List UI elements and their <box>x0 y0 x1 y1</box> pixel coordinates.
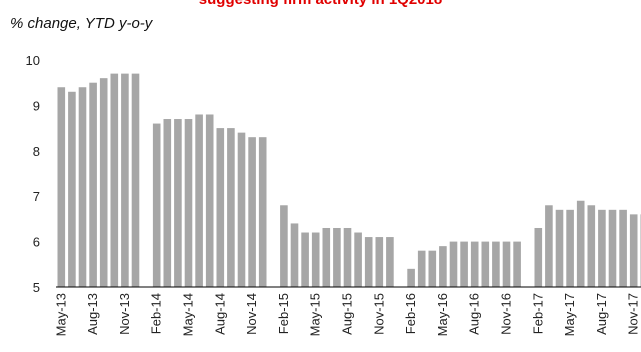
bar <box>184 119 193 288</box>
bar <box>280 205 288 287</box>
bar <box>545 205 553 287</box>
x-tick-label: Aug-14 <box>212 293 227 335</box>
bar <box>566 209 574 287</box>
chart-title: suggesting firm activity in 1Q2018 <box>0 0 641 8</box>
bar <box>131 73 140 288</box>
x-tick-label: Nov-15 <box>371 293 386 335</box>
bar <box>68 91 76 287</box>
bar <box>364 237 373 287</box>
bar <box>290 223 299 287</box>
bar <box>237 132 246 287</box>
y-tick-label: 5 <box>33 280 40 295</box>
bar <box>163 119 172 288</box>
x-tick-label: May-14 <box>181 293 196 336</box>
x-tick-label: May-13 <box>53 293 68 336</box>
bar <box>195 114 203 287</box>
x-tick-label: May-17 <box>562 293 577 336</box>
y-tick-label: 10 <box>26 53 40 68</box>
bar <box>460 241 468 287</box>
bar <box>78 87 87 288</box>
bar <box>375 237 384 287</box>
bar <box>311 232 320 287</box>
bar <box>428 250 437 287</box>
y-tick-label: 6 <box>33 235 40 250</box>
x-tick-label: Feb-17 <box>530 293 545 334</box>
bar <box>481 241 490 287</box>
bar <box>354 232 362 287</box>
bar <box>513 241 521 287</box>
x-tick-label: Nov-16 <box>499 293 514 335</box>
bar <box>407 268 415 287</box>
bar <box>205 114 214 287</box>
x-tick-label: May-16 <box>435 293 450 336</box>
bar <box>322 227 331 287</box>
bar <box>417 250 426 287</box>
y-tick-label: 8 <box>33 144 40 159</box>
x-tick-label: Aug-13 <box>85 293 100 335</box>
x-tick-label: Aug-15 <box>340 293 355 335</box>
bar <box>492 241 500 287</box>
bar <box>174 119 182 288</box>
bar <box>258 137 267 287</box>
bar <box>576 200 585 287</box>
x-tick-label: Feb-15 <box>276 293 291 334</box>
bar <box>449 241 458 287</box>
y-tick-label: 9 <box>33 98 40 113</box>
bar <box>57 87 66 288</box>
bar <box>502 241 511 287</box>
bar <box>227 128 235 287</box>
bar <box>248 137 256 287</box>
y-axis: 5 6 7 8 9 10 <box>26 53 40 295</box>
chart-subtitle: % change, YTD y-o-y <box>10 15 153 32</box>
bar <box>598 209 606 287</box>
x-tick-label: Feb-14 <box>149 293 164 334</box>
bar <box>121 73 129 288</box>
x-tick-label: Aug-16 <box>467 293 482 335</box>
bar <box>470 241 479 287</box>
x-tick-label: May-15 <box>308 293 323 336</box>
x-tick-label: Nov-17 <box>626 293 641 335</box>
x-tick-label: Aug-17 <box>594 293 609 335</box>
bar <box>110 73 119 288</box>
bar <box>386 237 394 287</box>
bar-series <box>57 73 641 288</box>
bar <box>555 209 564 287</box>
bar <box>333 227 341 287</box>
bar <box>608 209 617 287</box>
bar <box>439 246 447 287</box>
x-tick-label: Nov-13 <box>117 293 132 335</box>
bar <box>343 227 352 287</box>
y-tick-label: 7 <box>33 189 40 204</box>
bar <box>152 123 161 287</box>
bar <box>89 82 97 287</box>
bar <box>629 214 638 287</box>
x-tick-label: Nov-14 <box>244 293 259 335</box>
bar <box>619 209 627 287</box>
bar <box>216 128 225 287</box>
x-axis: May-13 Aug-13 Nov-13 Feb-14 May-14 Aug-14 Nov-… <box>53 293 641 336</box>
bar <box>301 232 309 287</box>
bar <box>99 78 108 287</box>
x-tick-label: Feb-16 <box>403 293 418 334</box>
bar <box>587 205 596 287</box>
bar <box>534 227 543 287</box>
